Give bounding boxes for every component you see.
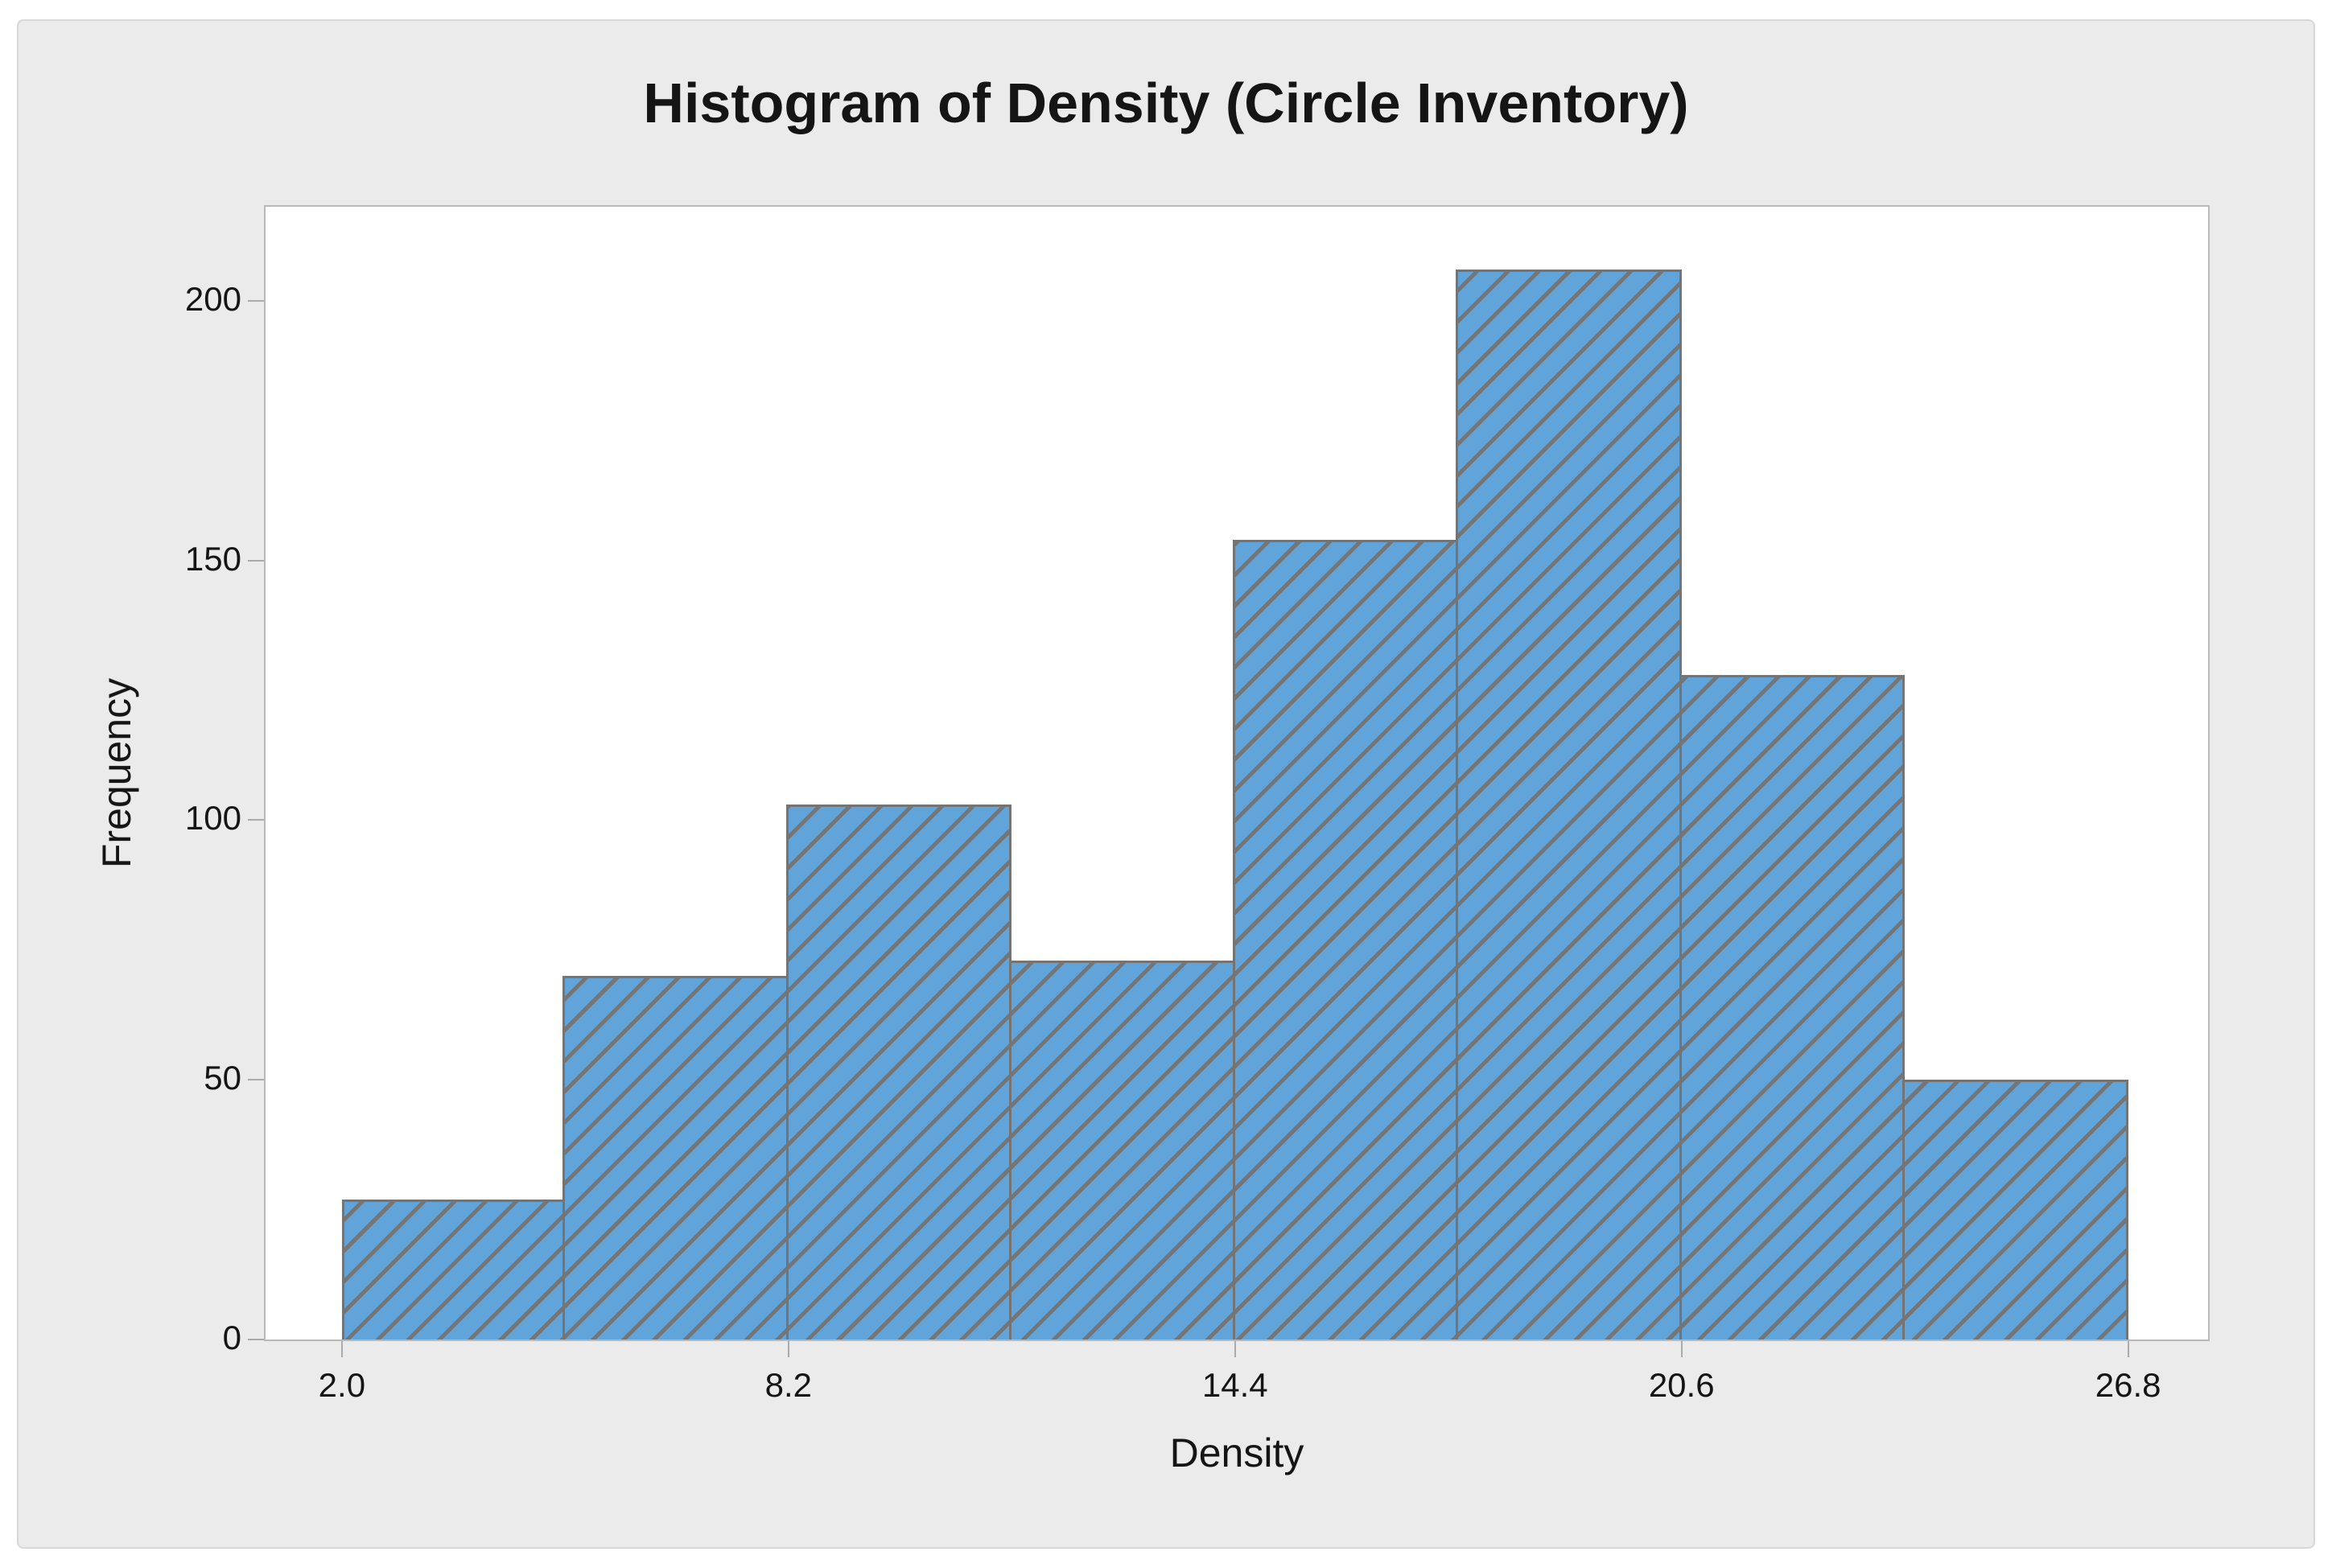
histogram-bar: [1232, 539, 1459, 1340]
y-tick-mark: [248, 299, 264, 302]
histogram-bar: [562, 976, 789, 1340]
y-tick-mark: [248, 1339, 264, 1340]
histogram-bar: [785, 805, 1012, 1340]
x-tick-label: 14.4: [1201, 1366, 1268, 1404]
x-tick-mark: [1680, 1341, 1683, 1357]
histogram-bar: [1902, 1080, 2128, 1340]
histogram-bar: [1456, 270, 1682, 1340]
x-tick-label: 20.6: [1648, 1366, 1715, 1404]
y-axis-label: Frequency: [94, 677, 139, 869]
y-tick-label: 150: [184, 539, 241, 578]
x-tick-label: 26.8: [2095, 1366, 2161, 1404]
y-tick-label: 50: [204, 1059, 241, 1097]
histogram-bar: [1009, 960, 1235, 1340]
histogram-bar: [1679, 674, 1906, 1340]
x-tick-mark: [787, 1341, 789, 1357]
x-tick-mark: [1234, 1341, 1236, 1357]
x-tick-label: 8.2: [764, 1366, 813, 1404]
y-tick-label: 100: [184, 799, 241, 838]
x-axis-label: Density: [1169, 1430, 1304, 1475]
x-tick-label: 2.0: [318, 1366, 366, 1404]
x-tick-mark: [340, 1341, 343, 1357]
chart-panel: Histogram of Density (Circle Inventory) …: [17, 19, 2315, 1549]
bars-layer: [266, 207, 2208, 1340]
y-tick-mark: [248, 819, 264, 821]
y-tick-mark: [248, 1079, 264, 1081]
x-tick-mark: [2127, 1341, 2129, 1357]
y-tick-label: 200: [184, 279, 241, 318]
chart-title: Histogram of Density (Circle Inventory): [643, 72, 1689, 134]
y-tick-mark: [248, 559, 264, 562]
plot-area: 2.0 8.2 14.4 20.6 26.8 0 50 100 150 200 Density …: [94, 205, 2210, 1475]
y-tick-label: 0: [222, 1319, 241, 1357]
histogram-bar: [341, 1199, 566, 1340]
